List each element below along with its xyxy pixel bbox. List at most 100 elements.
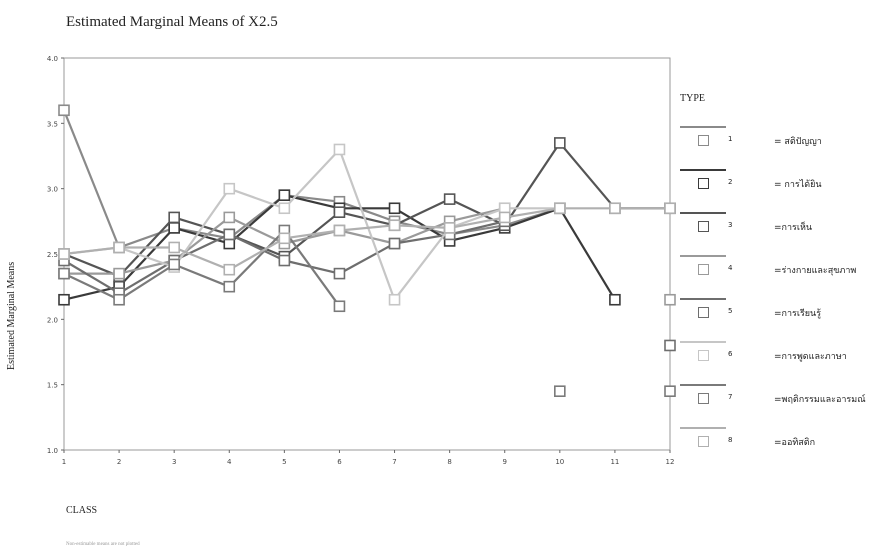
legend-line [680,169,726,171]
legend-line [680,427,726,429]
footnote: Non-estimable means are not plotted [66,542,140,547]
series-line [63,207,670,271]
legend-number: 8 [728,436,733,444]
x-tick-label: 5 [282,458,286,466]
series-line [63,141,670,278]
legend-label: =การพูดและภาษา [774,352,847,362]
data-point [278,202,291,215]
x-axis: 1 2 3 4 5 6 7 8 9 10 11 12 [62,450,675,466]
data-point [609,202,621,215]
x-tick-label: 3 [172,458,176,466]
legend-marker-icon [698,178,709,189]
data-point [333,206,346,218]
series-line [62,109,561,249]
legend-label: = การได้ยิน [774,180,822,190]
data-point [278,189,291,201]
legend-number: 4 [728,264,733,272]
data-point [168,211,180,224]
data-point [113,293,125,306]
data-point [443,222,456,234]
legend-line [680,341,726,343]
data-point [58,248,70,260]
legend-number: 1 [728,135,733,143]
legend-item: 1 = สติปัญญา [680,126,870,162]
x-tick-label: 6 [337,458,342,466]
data-point [223,228,236,241]
plot-frame [63,57,671,451]
data-point [58,104,70,117]
legend-item: 3 =การเห็น [680,212,870,248]
data-point [223,280,236,293]
data-point [388,293,401,306]
data-point [333,300,346,313]
legend-label: =ร่างกายและสุขภาพ [774,266,857,276]
legend-label: =การเห็น [774,223,813,233]
x-tick-label: 9 [502,458,506,466]
data-point [168,241,180,254]
legend-item: 5 =การเรียนรู้ [680,298,870,334]
data-point [113,241,125,254]
legend-line [680,298,726,300]
y-tick-label: 4.0 [47,55,58,63]
series-layer [58,104,676,398]
series-8 [58,202,676,276]
data-point [333,224,346,237]
legend-line [680,126,726,128]
x-tick-label: 8 [447,458,451,466]
x-tick-label: 7 [392,458,396,466]
y-tick-label: 2.5 [47,251,58,259]
chart-title: Estimated Marginal Means of X2.5 [66,14,278,30]
legend-line [680,212,726,214]
y-tick-label: 2.0 [47,316,58,324]
legend-marker-icon [698,307,709,318]
data-point [388,237,401,250]
data-point [554,385,566,398]
y-tick-label: 3.5 [47,120,58,128]
y-tick-label: 1.5 [47,382,58,390]
data-point [609,293,621,306]
data-point [113,267,125,280]
series-7 [58,224,676,398]
data-point [278,254,291,267]
legend-item: 8 =ออทิสติก [680,427,870,463]
data-point [223,211,236,224]
legend-marker-icon [698,436,709,447]
y-axis: 1.0 1.5 2.0 2.5 3.0 3.5 4.0 [47,55,64,455]
legend-number: 6 [728,350,733,358]
data-point [278,232,291,245]
legend-number: 2 [728,178,733,186]
legend-label: = สติปัญญา [774,137,822,147]
legend-number: 3 [728,221,733,229]
legend-item: 7 =พฤติกรรมและอารมณ์ [680,384,870,420]
legend-label: =พฤติกรรมและอารมณ์ [774,395,866,405]
legend-item: 2 = การได้ยิน [680,169,870,205]
data-point [168,258,180,271]
x-tick-label: 10 [555,458,564,466]
legend-marker-icon [698,221,709,232]
data-point [333,143,346,156]
data-point [388,202,401,215]
data-point [498,211,511,224]
data-point [58,267,70,280]
series-line [64,231,670,392]
data-point [223,263,236,276]
data-point [333,267,346,280]
legend-item: 6 =การพูดและภาษา [680,341,870,377]
legend-marker-icon [698,264,709,275]
legend-marker-icon [698,350,709,361]
data-point [664,385,676,398]
legend-line [680,255,726,257]
data-point [168,222,180,234]
legend-marker-icon [698,393,709,404]
y-tick-label: 3.0 [47,186,58,194]
data-point [388,219,401,232]
data-point [443,193,456,205]
legend-marker-icon [698,135,709,146]
x-axis-label: CLASS [66,505,98,516]
data-point [58,293,70,306]
series-line [63,148,560,301]
y-tick-label: 1.0 [47,447,58,455]
x-tick-label: 12 [666,458,675,466]
x-tick-label: 4 [227,458,232,466]
